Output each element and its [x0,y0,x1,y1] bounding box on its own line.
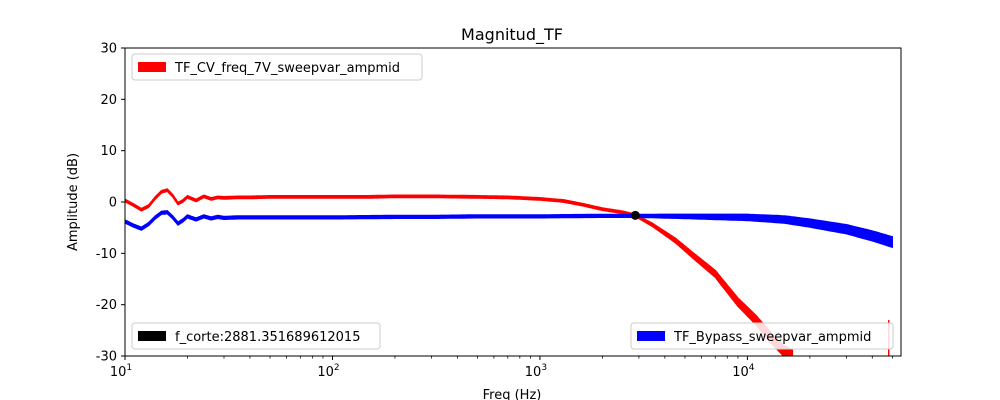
series-line-bypass [125,211,893,243]
x-tick-label: 102 [317,363,339,380]
y-tick-label: -10 [96,247,117,262]
x-axis: 101 102 103 104 [110,356,893,380]
y-tick-label: -20 [96,298,117,313]
y-axis: -30 -20 -10 0 10 20 30 [96,42,125,365]
plot-frame [124,47,902,357]
legend-label-cv: TF_CV_freq_7V_sweepvar_ampmid [174,61,400,76]
x-tick-label: 104 [732,363,755,380]
legend-lower-left: f_corte:2881.351689612015 [131,322,381,350]
x-axis-label: Freq (Hz) [483,388,542,400]
y-axis-label: Amplitude (dB) [66,153,81,251]
cutoff-point-marker [630,210,640,220]
y-tick-label: -30 [96,350,117,365]
plot-area [125,188,893,356]
legend-swatch-red [138,62,166,72]
y-tick-label: 30 [100,42,117,57]
legend-label-bypass: TF_Bypass_sweepvar_ampmid [673,330,871,345]
legend-lower-right: TF_Bypass_sweepvar_ampmid [630,322,894,350]
series-layer [125,188,893,356]
y-tick-label: 20 [100,93,117,108]
x-tick-label: 101 [110,363,132,380]
legend-upper-left: TF_CV_freq_7V_sweepvar_ampmid [131,53,423,81]
chart-title: Magnitud_TF [461,25,563,45]
series-band-bypass [125,210,893,249]
x-tick-label: 103 [525,363,547,380]
series-band-cv [125,188,794,356]
legend-swatch-blue [637,331,665,341]
legend-swatch-black [138,331,166,341]
legend-label-cutoff: f_corte:2881.351689612015 [175,330,360,345]
y-tick-label: 0 [109,196,117,211]
series-line-cv [125,189,793,356]
y-tick-label: 10 [100,144,117,159]
